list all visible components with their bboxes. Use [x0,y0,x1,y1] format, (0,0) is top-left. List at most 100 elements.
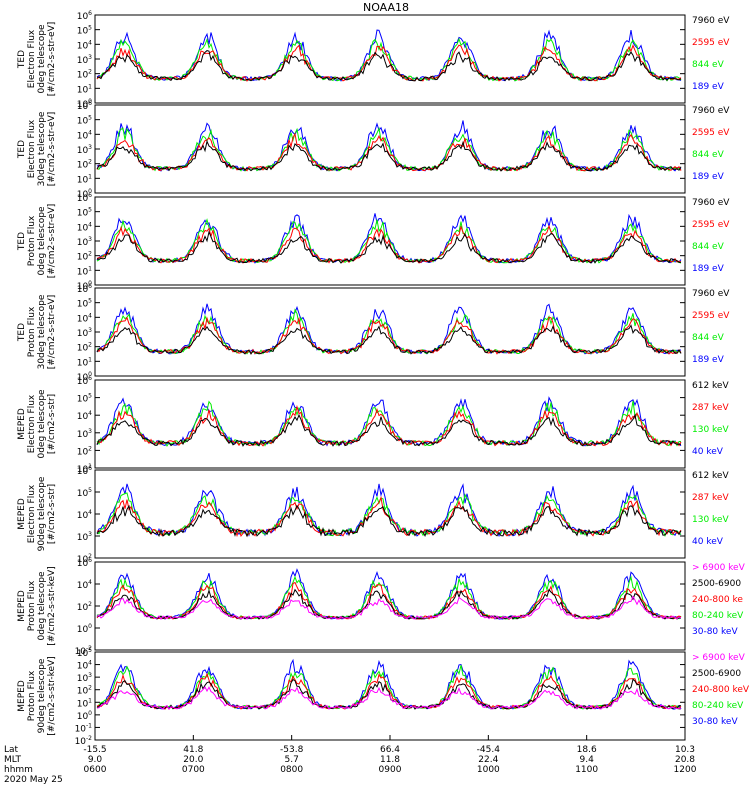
flux-trace [96,413,682,447]
x-tick-label-hhmm: 1100 [575,765,598,775]
flux-trace [96,44,682,82]
y-tick-label: 104 [77,579,92,591]
y-tick-label: 106 [77,100,92,112]
series-red [96,224,682,265]
x-row-label: Lat [4,745,19,755]
series-red [96,316,682,355]
x-tick-label-mlt: 9.4 [580,755,595,765]
x-tick-label-mlt: 11.8 [380,755,400,765]
legend-entry: 2500-6900 [692,579,741,589]
series-black [96,230,682,264]
y-tick-label: 10-1 [75,722,93,734]
legend-entry: 612 keV [692,381,729,391]
series-black [96,324,682,355]
series-blue [96,658,682,710]
x-tick-label-mlt: 9.0 [88,755,103,765]
y-tick-label: 106 [77,283,92,295]
x-row-label: hhmm [4,765,33,775]
y-tick-label: 104 [77,39,92,51]
series-black [96,504,682,538]
x-tick-label-hhmm: 0600 [84,765,107,775]
x-tick-label-lat: -15.5 [83,745,106,755]
series-red [96,44,682,82]
flux-trace [97,50,682,82]
y-tick-label: 105 [77,647,92,659]
y-tick-label: 103 [77,672,92,684]
flux-trace [96,303,682,355]
series-blue [96,213,682,264]
legend-entry: 189 eV [692,82,725,92]
legend-entry: 189 eV [692,355,725,365]
legend-entry: 2595 eV [692,128,730,138]
flux-trace [96,132,682,172]
y-tick-label: 106 [77,557,92,569]
y-tick-label: 104 [77,129,92,141]
legend-entry: 189 eV [692,172,725,182]
legend-entry: 2500-6900 [692,669,741,679]
y-tick-label: 102 [77,342,92,354]
y-tick-label: 103 [77,54,92,66]
series-magenta [96,686,682,710]
legend-entry: 80-240 keV [692,611,744,621]
y-tick-label: 102 [77,685,92,697]
y-tick-label: 103 [77,144,92,156]
y-tick-label: 101 [77,83,92,95]
legend-entry: 189 eV [692,264,725,274]
y-tick-label: 103 [77,236,92,248]
y-tick-label: 102 [77,601,92,613]
x-tick-label-hhmm: 0700 [182,765,205,775]
legend-entry: 612 keV [692,471,729,481]
y-tick-label: 102 [77,69,92,81]
series-green [96,126,682,172]
panel-frame [94,287,686,377]
flux-trace [96,678,682,710]
y-tick-label: 100 [77,623,92,635]
y-axis-label: TEDProton Flux0deg telescope[#/cm2-s-str… [17,204,57,279]
y-tick-label: 102 [77,159,92,171]
y-tick-label: 104 [77,221,92,233]
series-red [96,132,682,172]
legend-entry: 7960 eV [692,16,730,26]
flux-trace [96,213,682,264]
y-tick-label: 103 [77,327,92,339]
x-tick-label-lat: -53.8 [280,745,304,755]
flux-trace [96,230,682,264]
y-tick-label: 104 [77,312,92,324]
panel-frame [94,379,686,469]
legend-entry: 287 keV [692,403,729,413]
y-axis-label: MEPEDProton Flux90deg telescope[#/cm2-s-… [17,656,57,735]
y-tick-label: 106 [77,192,92,204]
y-axis-label: TEDElectron Flux30deg telescope[#/cm2-s-… [17,111,57,186]
x-tick-label-lat: 10.3 [675,745,695,755]
flux-trace [96,224,682,265]
y-axis-label: MEPEDProton Flux0deg telescope[#/cm2-s-s… [17,566,57,645]
y-tick-label: 101 [77,173,92,185]
series-red [96,581,682,620]
y-tick-label: 106 [77,465,92,477]
legend-entry: 30-80 keV [692,717,738,727]
flux-trace [96,504,682,538]
y-tick-label: 105 [77,115,92,127]
flux-trace [96,126,682,172]
y-tick-label: 102 [77,251,92,263]
y-tick-label: 102 [77,445,92,457]
y-tick-label: 103 [77,531,92,543]
flux-trace [96,595,682,621]
y-tick-label: 103 [77,428,92,440]
series-black [96,139,682,172]
y-tick-label: 100 [77,710,92,722]
y-tick-label: 105 [77,487,92,499]
y-tick-label: 106 [77,375,92,387]
series-blue [96,120,682,172]
x-tick-label-mlt: 20.8 [675,755,695,765]
flux-trace [96,316,682,355]
legend-entry: 287 keV [692,493,729,503]
y-tick-label: 105 [77,25,92,37]
flux-trace [96,658,682,710]
